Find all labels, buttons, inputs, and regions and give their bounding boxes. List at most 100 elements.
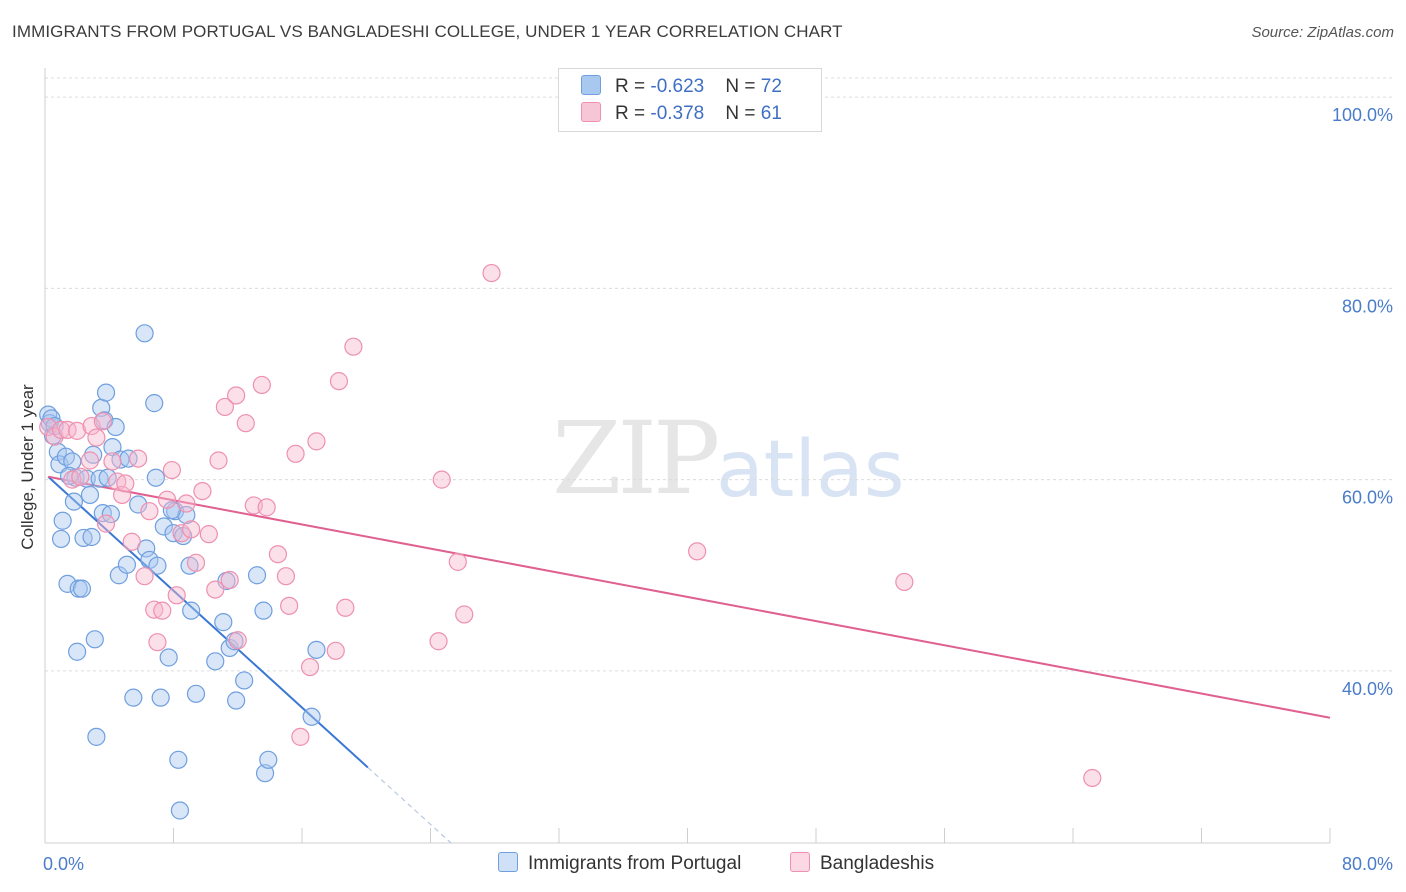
- point-bangladeshis: [209, 451, 228, 470]
- point-portugal: [247, 566, 267, 585]
- y-tick-label: 100.0%: [1332, 105, 1393, 125]
- data-points: [39, 263, 1102, 820]
- point-portugal: [145, 394, 164, 413]
- point-portugal: [68, 642, 87, 661]
- point-bangladeshis: [162, 460, 181, 480]
- point-bangladeshis: [268, 545, 288, 564]
- point-bangladeshis: [688, 542, 707, 561]
- x-tick-label: 0.0%: [43, 854, 84, 874]
- trend-line-portugal: [47, 476, 369, 769]
- axes: [44, 68, 1331, 844]
- point-bangladeshis: [276, 567, 296, 586]
- bottom-legend-label-portugal: Immigrants from Portugal: [528, 853, 742, 874]
- point-portugal: [101, 504, 120, 524]
- bottom-legend-bangladeshis: Bangladeshis: [790, 852, 934, 875]
- point-portugal: [85, 630, 104, 649]
- point-portugal: [80, 485, 100, 505]
- point-portugal: [214, 613, 233, 632]
- legend-r-label: R =: [615, 103, 651, 124]
- point-portugal: [227, 691, 246, 710]
- point-bangladeshis: [87, 428, 106, 447]
- point-bangladeshis: [71, 467, 90, 486]
- point-bangladeshis: [122, 532, 141, 551]
- point-bangladeshis: [220, 570, 239, 590]
- trend-line-bangladeshis: [48, 475, 1331, 719]
- point-bangladeshis: [167, 586, 186, 605]
- point-bangladeshis: [116, 474, 135, 493]
- point-bangladeshis: [215, 397, 234, 417]
- bottom-legend-portugal: Immigrants from Portugal: [498, 852, 741, 875]
- point-bangladeshis: [206, 580, 225, 599]
- point-portugal: [206, 652, 225, 671]
- point-portugal: [169, 750, 188, 769]
- point-portugal: [302, 707, 321, 726]
- point-portugal: [124, 688, 143, 707]
- point-bangladeshis: [228, 631, 247, 650]
- point-bangladeshis: [103, 452, 122, 471]
- point-bangladeshis: [329, 372, 349, 391]
- point-bangladeshis: [193, 482, 212, 501]
- legend-r-value: -0.378: [650, 103, 705, 124]
- point-bangladeshis: [455, 605, 474, 624]
- point-portugal: [148, 556, 167, 575]
- y-tick-label: 60.0%: [1342, 488, 1393, 508]
- point-portugal: [51, 529, 71, 549]
- point-bangladeshis: [326, 641, 345, 660]
- point-portugal: [98, 468, 117, 487]
- point-portugal: [64, 492, 84, 511]
- point-portugal: [186, 684, 206, 703]
- point-portugal: [87, 727, 106, 746]
- point-bangladeshis: [307, 432, 326, 451]
- bottom-legend-swatch-bangladeshis: [790, 852, 810, 872]
- point-bangladeshis: [344, 337, 363, 356]
- point-bangladeshis: [58, 420, 77, 439]
- point-bangladeshis: [236, 414, 255, 433]
- point-bangladeshis: [448, 552, 467, 571]
- point-bangladeshis: [252, 375, 271, 395]
- point-portugal: [146, 468, 165, 487]
- point-portugal: [254, 601, 273, 620]
- point-bangladeshis: [82, 416, 101, 436]
- legend-n-value: 61: [760, 103, 782, 124]
- point-portugal: [129, 495, 148, 514]
- point-portugal: [84, 445, 103, 464]
- point-portugal: [255, 764, 275, 783]
- chart-title: IMMIGRANTS FROM PORTUGAL VS BANGLADESHI …: [12, 22, 843, 41]
- legend-n-label: N =: [725, 76, 761, 97]
- point-bangladeshis: [199, 525, 218, 544]
- watermark-atlas: atlas: [716, 425, 905, 515]
- point-portugal: [182, 601, 201, 620]
- point-bangladeshis: [186, 553, 206, 572]
- point-bangladeshis: [182, 520, 201, 539]
- point-bangladeshis: [300, 657, 320, 677]
- legend-row-portugal: R = -0.623 N = 72: [581, 75, 782, 99]
- point-bangladeshis: [68, 421, 87, 440]
- point-bangladeshis: [135, 567, 154, 586]
- y-tick-label: 80.0%: [1342, 296, 1393, 316]
- point-portugal: [151, 688, 170, 707]
- point-portugal: [235, 671, 254, 690]
- point-bangladeshis: [96, 514, 116, 533]
- trend-extension-portugal: [367, 767, 452, 844]
- point-bangladeshis: [227, 386, 246, 405]
- point-portugal: [53, 511, 72, 530]
- point-bangladeshis: [148, 633, 167, 652]
- point-bangladeshis: [129, 449, 148, 468]
- point-bangladeshis: [257, 498, 276, 517]
- bottom-legend-label-bangladeshis: Bangladeshis: [820, 853, 935, 874]
- point-portugal: [135, 324, 154, 343]
- source-credit: Source: ZipAtlas.com: [1251, 24, 1394, 41]
- point-bangladeshis: [286, 444, 305, 463]
- point-portugal: [259, 750, 278, 769]
- legend-row-bangladeshis: R = -0.378 N = 61: [581, 102, 782, 126]
- point-portugal: [170, 801, 190, 820]
- trend-lines: [47, 475, 1331, 844]
- legend-n-value: 72: [760, 76, 782, 97]
- y-tick-label: 40.0%: [1342, 679, 1393, 699]
- point-bangladeshis: [429, 632, 448, 651]
- point-bangladeshis: [140, 502, 159, 521]
- legend-n-label: N =: [725, 103, 761, 124]
- point-portugal: [159, 648, 178, 667]
- tick-labels: 100.0% 80.0% 60.0% 40.0% 0.0% 80.0% College, U…: [18, 105, 1393, 874]
- point-bangladeshis: [112, 485, 132, 505]
